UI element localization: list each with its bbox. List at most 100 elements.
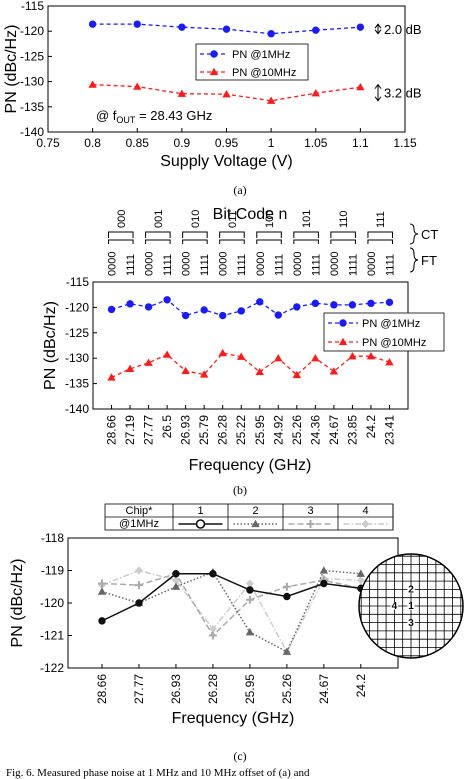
data-point-c-1 <box>135 599 143 607</box>
range-label-1mhz: 2.0 dB <box>384 22 422 37</box>
range-arrow-heads-a-2 <box>374 83 382 102</box>
data-point-b-2 <box>292 370 302 379</box>
legend-marker-c-1 <box>195 519 206 529</box>
x-tick-label-c: 25.26 <box>280 674 294 704</box>
data-point-b-2 <box>162 350 172 358</box>
chart-title-b: Bit Code n <box>213 206 288 223</box>
ct-bracket <box>145 231 171 238</box>
data-point-a-1 <box>267 30 275 38</box>
series-line-c-3 <box>101 572 361 637</box>
data-point-b-1 <box>274 311 282 319</box>
data-point-c-3 <box>134 581 143 590</box>
y-axis-label-a: PN (dBc/Hz) <box>3 25 20 114</box>
data-point-a-1 <box>178 23 186 31</box>
legend-marker-b-2 <box>338 337 348 346</box>
plot-area-c <box>67 537 399 669</box>
data-point-b-2 <box>255 367 264 376</box>
y-tick-label-a: -140 <box>20 125 44 139</box>
legend-chip-4: 4 <box>362 505 368 517</box>
ct-label: CT <box>421 227 438 242</box>
data-point-b-1 <box>163 296 171 304</box>
ft-bracket <box>330 239 356 244</box>
data-point-c-4 <box>356 576 365 585</box>
data-point-c-4 <box>208 625 217 633</box>
legend-table-c: Chip*@1MHz 1 2 3 4 <box>104 503 394 531</box>
data-point-a-2 <box>133 82 142 90</box>
ct-brace <box>409 223 419 245</box>
data-point-a-1 <box>356 23 365 31</box>
wafer-die <box>390 602 399 610</box>
x-tick-label-b: 26.93 <box>179 415 193 445</box>
ct-code-label: 100 <box>264 210 276 228</box>
x-tick-label-b: 24.36 <box>308 415 322 445</box>
data-point-c-4 <box>245 579 254 588</box>
ft-bracket <box>219 239 245 244</box>
x-tick-label-a: 1.1 <box>352 136 369 150</box>
data-point-a-2 <box>88 80 97 88</box>
data-point-b-2 <box>385 358 394 366</box>
ft-code-label: 1111 <box>162 254 174 276</box>
data-point-c-2 <box>97 587 107 595</box>
x-tick-label-b: 28.66 <box>105 415 119 445</box>
ft-code-label: 0000 <box>329 252 341 276</box>
ft-code-label: 1111 <box>310 254 322 276</box>
y-tick-label-a: -135 <box>20 100 44 114</box>
x-tick-label-a: 0.85 <box>126 136 150 150</box>
data-point-c-4 <box>171 576 180 585</box>
data-point-b-2 <box>311 354 320 362</box>
ct-code-label: 111 <box>375 211 387 228</box>
x-tick-label-c: 25.95 <box>243 674 257 704</box>
data-point-b-1 <box>144 303 153 311</box>
wafer-die-label-4: 4 <box>392 601 398 612</box>
ft-code-label: 0000 <box>292 252 304 276</box>
panel-a: 0.75 0.8 0.85 0.9 0.95 1 1.05 1.1 1.15 -140 -135 -1… <box>3 0 422 197</box>
y-tick-label-b: -140 <box>65 402 89 416</box>
ct-code-label: 101 <box>301 210 313 228</box>
y-tick-label-a: -120 <box>20 24 44 38</box>
ft-code-label: 1111 <box>384 254 396 276</box>
x-tick-label-b: 26.28 <box>216 415 230 445</box>
ft-code-label: 0000 <box>144 252 156 276</box>
ft-code-label: 0000 <box>255 252 267 276</box>
ft-code-label: 0000 <box>107 252 119 276</box>
data-point-c-1 <box>172 570 180 578</box>
data-point-a-1 <box>222 25 231 33</box>
data-point-a-2 <box>311 88 320 97</box>
range-label-10mhz: 3.2 dB <box>384 86 422 101</box>
figure-caption: Fig. 6. Measured phase noise at 1 MHz an… <box>6 767 310 779</box>
x-tick-label-a: 0.95 <box>215 136 239 150</box>
wafer-die <box>407 618 415 627</box>
data-point-b-1 <box>311 299 320 308</box>
ft-code-label: 1111 <box>125 254 137 276</box>
ft-bracket <box>182 239 208 244</box>
ct-code-label: 010 <box>190 210 202 228</box>
data-point-c-3 <box>245 595 254 604</box>
x-axis-label-a: Supply Voltage (V) <box>160 153 293 170</box>
wafer-die <box>407 585 415 594</box>
y-axis-label-c: PN (dBc/Hz) <box>9 559 26 648</box>
x-tick-label-c: 28.66 <box>95 674 109 704</box>
y-axis-label-b: PN (dBc/Hz) <box>42 301 59 390</box>
legend-marker-a-1 <box>210 50 218 58</box>
x-tick-label-b: 24.2 <box>364 415 378 439</box>
data-point-b-2 <box>366 351 376 360</box>
x-tick-label-b: 27.19 <box>123 415 137 445</box>
data-point-b-1 <box>367 299 375 308</box>
wafer-die-label-1: 1 <box>408 601 414 612</box>
series-line-c-4 <box>101 569 361 654</box>
data-point-b-2 <box>218 348 227 357</box>
ct-code-label: 110 <box>338 210 350 228</box>
legend-chip-3: 3 <box>307 505 313 517</box>
data-point-a-2 <box>177 89 187 97</box>
data-point-b-2 <box>329 367 339 375</box>
caption-c: (c) <box>233 749 246 763</box>
x-tick-label-b: 23.41 <box>382 415 396 445</box>
y-tick-label-b: -125 <box>65 326 89 340</box>
legend-chip-2: 2 <box>252 505 258 517</box>
ft-code-label: 0000 <box>366 252 378 276</box>
x-tick-label-c: 27.77 <box>132 674 146 704</box>
ft-bracket <box>256 239 282 244</box>
x-tick-label-c: 26.28 <box>206 674 220 704</box>
data-point-c-1 <box>209 570 217 578</box>
